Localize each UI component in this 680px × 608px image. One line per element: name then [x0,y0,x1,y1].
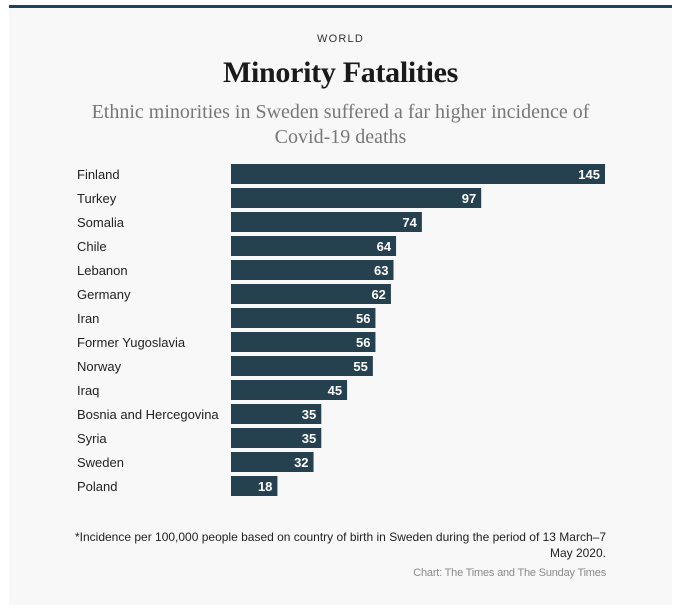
bar-row: Norway 55 [77,356,373,376]
bar[interactable] [231,212,422,232]
value-label: 145 [578,167,600,182]
bar-row: Chile 64 [77,236,397,256]
value-label: 55 [353,359,367,374]
value-label: 63 [374,263,388,278]
bar[interactable] [231,476,278,496]
chart-subtitle: Ethnic minorities in Sweden suffered a f… [91,101,590,148]
bar-row: Germany 62 [77,284,391,304]
chart-card: WORLD Minority Fatalities Ethnic minorit… [9,5,672,605]
category-label: Poland [77,479,117,494]
bar[interactable] [231,308,376,328]
value-label: 74 [402,215,417,230]
value-label: 32 [294,455,308,470]
bar-row: Poland 18 [77,476,278,496]
section-label[interactable]: WORLD [317,33,364,45]
value-label: 64 [377,239,392,254]
bar-row: Finland 145 [77,164,605,184]
bar-row: Bosnia and Hercegovina 35 [77,404,322,424]
category-label: Sweden [77,455,124,470]
value-label: 18 [258,479,272,494]
footnote: *Incidence per 100,000 people based on c… [74,530,606,560]
chart-title: Minority Fatalities [222,56,459,89]
bar-row: Iraq 45 [77,380,348,400]
category-label: Bosnia and Hercegovina [77,407,219,422]
bar[interactable] [231,284,391,304]
bar[interactable] [231,356,373,376]
bar[interactable] [231,428,322,448]
bar[interactable] [231,164,605,184]
value-label: 62 [371,287,385,302]
bar[interactable] [231,188,482,208]
value-label: 56 [356,311,370,326]
bar[interactable] [231,236,397,256]
category-label: Iraq [77,383,99,398]
value-label: 97 [462,191,476,206]
bar-row: Iran 56 [77,308,376,328]
category-label: Chile [77,239,107,254]
category-label: Norway [77,359,122,374]
category-label: Turkey [77,191,117,206]
bar-row: Sweden 32 [77,452,314,472]
chart-credit: Chart: The Times and The Sunday Times [413,567,606,579]
category-label: Somalia [77,215,125,230]
bar[interactable] [231,332,376,352]
bar-row: Lebanon 63 [77,260,394,280]
bar[interactable] [231,380,348,400]
category-label: Germany [77,287,131,302]
value-label: 45 [328,383,342,398]
category-label: Finland [77,167,120,182]
bar[interactable] [231,260,394,280]
bar[interactable] [231,452,314,472]
value-label: 35 [302,407,316,422]
value-label: 56 [356,335,370,350]
category-label: Syria [77,431,107,446]
category-label: Lebanon [77,263,128,278]
value-label: 35 [302,431,316,446]
bar-row: Turkey 97 [77,188,482,208]
bar-row: Syria 35 [77,428,322,448]
category-label: Iran [77,311,99,326]
category-label: Former Yugoslavia [77,335,186,350]
bar-row: Somalia 74 [77,212,422,232]
bar[interactable] [231,404,322,424]
bar-row: Former Yugoslavia 56 [77,332,376,352]
